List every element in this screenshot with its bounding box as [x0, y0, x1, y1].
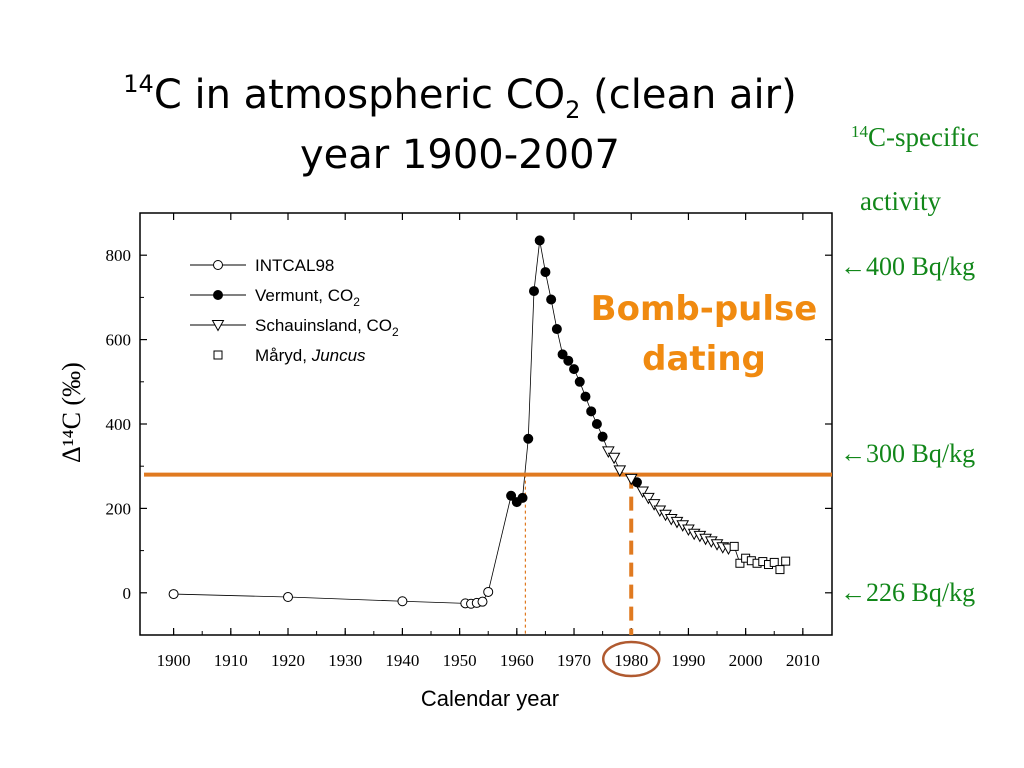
legend-label: Måryd, Juncus: [255, 346, 366, 365]
x-tick-label: 1990: [671, 651, 705, 670]
data-point: [624, 473, 638, 486]
data-point: [546, 294, 557, 305]
data-point: [540, 267, 551, 278]
activity-label-line2: activity: [860, 186, 941, 216]
legend-marker: [213, 350, 223, 360]
data-point: [506, 490, 517, 501]
legend: INTCAL98 Vermunt, CO2 Schauinsland, CO2 Mår…: [190, 256, 399, 365]
x-axis-label: Calendar year: [420, 686, 560, 711]
x-tick-label: 2010: [786, 651, 820, 670]
data-point: [729, 541, 739, 551]
plot-frame: [139, 212, 833, 636]
title-tail-text: (clean air): [580, 72, 797, 118]
data-point: [642, 492, 655, 505]
data-point: [551, 324, 562, 335]
legend-marker: [213, 290, 223, 300]
data-point: [397, 596, 408, 607]
x-tick-label: 1920: [271, 651, 305, 670]
data-point: [534, 235, 545, 246]
slide-title-line1: 14C in atmospheric CO2 (clean air): [0, 70, 920, 124]
data-point: [613, 465, 627, 477]
y-tick-label: 400: [106, 415, 132, 434]
title-main-text: C in atmospheric CO: [153, 72, 566, 118]
x-tick-label: 1930: [328, 651, 362, 670]
data-point: [775, 565, 785, 575]
data-point: [591, 419, 602, 429]
data-point: [735, 558, 745, 568]
data-point: [586, 406, 597, 417]
guide-lines-group: [144, 472, 832, 678]
data-point: [283, 592, 294, 603]
legend-label: INTCAL98: [255, 256, 334, 275]
bomb-pulse-annotation: Bomb-pulse dating: [578, 284, 830, 384]
x-tick-label: 1950: [443, 651, 477, 670]
slide-title-line2: year 1900-2007: [300, 132, 620, 178]
annotation-line1: Bomb-pulse: [590, 289, 818, 329]
activity-superscript: 14: [851, 122, 868, 141]
bq-label-400: ←400 Bq/kg: [840, 252, 976, 281]
data-point: [636, 486, 650, 499]
bq-label-300: ←300 Bq/kg: [840, 439, 976, 468]
data-point: [528, 286, 539, 297]
data-point: [168, 589, 179, 600]
y-tick-label: 0: [123, 584, 132, 603]
data-point: [769, 557, 779, 567]
x-tick-label: 1980: [614, 651, 648, 670]
title-superscript: 14: [123, 70, 154, 98]
title-subscript: 2: [565, 96, 581, 124]
axes-group: 1900 1910 1920 1930 1940 1950 1960 1970 1980 1990…: [106, 212, 832, 670]
annotation-line2: dating: [642, 339, 766, 379]
data-point: [557, 349, 568, 360]
data-point: [569, 364, 580, 375]
activity-text: C-specific: [868, 122, 979, 152]
data-point: [523, 433, 534, 444]
activity-label-line1: 14C-specific: [851, 122, 979, 153]
legend-label: Schauinsland, CO2: [255, 316, 399, 339]
data-point: [781, 556, 791, 566]
data-point: [602, 446, 615, 458]
x-tick-label: 1900: [157, 651, 191, 670]
legend-marker: [211, 320, 225, 332]
x-tick-label: 1910: [214, 651, 248, 670]
legend-label: Vermunt, CO2: [255, 286, 360, 309]
data-point: [517, 492, 528, 503]
data-point: [483, 586, 494, 597]
data-point: [563, 355, 574, 366]
y-tick-label: 800: [106, 246, 132, 265]
y-tick-label: 600: [106, 331, 132, 350]
bq-label-226: ←226 Bq/kg: [840, 578, 976, 607]
x-tick-label: 2000: [729, 651, 763, 670]
legend-marker: [213, 260, 223, 270]
highlight-year-circle: [601, 640, 661, 678]
data-point: [607, 452, 621, 465]
data-point: [574, 376, 585, 387]
data-point: [647, 499, 661, 511]
markers-group: [168, 235, 791, 609]
y-tick-label: 200: [106, 499, 132, 518]
y-axis-label: Δ¹⁴C (‰): [57, 362, 86, 463]
x-tick-label: 1970: [557, 651, 591, 670]
data-point: [477, 596, 488, 607]
x-tick-label: 1940: [385, 651, 419, 670]
data-point: [597, 431, 608, 442]
x-tick-label: 1960: [500, 651, 534, 670]
data-point: [580, 391, 591, 402]
